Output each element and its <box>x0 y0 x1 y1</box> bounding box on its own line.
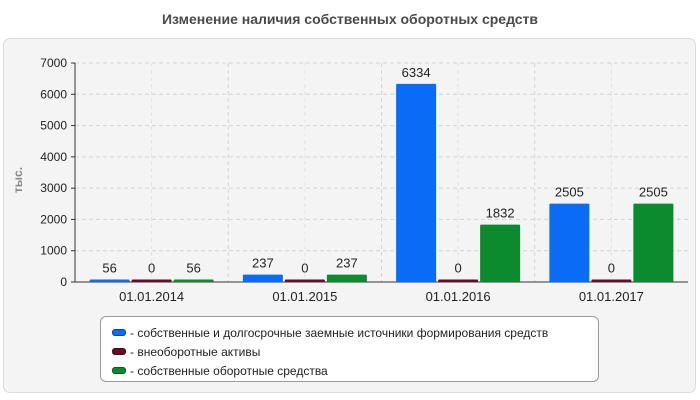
bar-value-label: 0 <box>608 261 615 276</box>
legend-label: - внеоборотные активы <box>130 344 261 359</box>
y-tick-label: 0 <box>60 275 67 289</box>
bar[interactable] <box>591 279 632 283</box>
y-axis-label: тыс. <box>11 166 26 194</box>
bar-value-label: 56 <box>186 261 200 276</box>
bar[interactable] <box>480 224 521 282</box>
legend-swatch <box>112 348 126 355</box>
bar-value-label: 6334 <box>402 65 431 80</box>
y-tick-label: 7000 <box>40 56 67 70</box>
bar[interactable] <box>549 203 590 282</box>
bar-value-label: 0 <box>148 261 155 276</box>
x-tick-label: 01.01.2017 <box>579 289 644 304</box>
bar-value-label: 56 <box>102 261 116 276</box>
legend-item-sources[interactable]: - собственные и долгосрочные заемные ист… <box>112 323 598 342</box>
bar[interactable] <box>242 274 283 282</box>
y-tick-label: 1000 <box>40 244 67 258</box>
y-tick-label: 6000 <box>40 87 67 101</box>
bar[interactable] <box>633 203 674 282</box>
x-tick-label: 01.01.2016 <box>426 289 491 304</box>
bar-value-label: 2505 <box>555 185 584 200</box>
y-tick-label: 4000 <box>40 150 67 164</box>
bar-value-label: 0 <box>301 261 308 276</box>
y-tick-label: 3000 <box>40 181 67 195</box>
bar-value-label: 237 <box>336 256 358 271</box>
bar-value-label: 2505 <box>639 185 668 200</box>
x-tick-label: 01.01.2015 <box>272 289 337 304</box>
y-tick-label: 2000 <box>40 212 67 226</box>
bar[interactable] <box>396 83 437 282</box>
bar[interactable] <box>89 279 130 283</box>
bar[interactable] <box>173 279 214 283</box>
legend-item-noncurrent-assets[interactable]: - внеоборотные активы <box>112 342 598 361</box>
bar-value-label: 0 <box>455 261 462 276</box>
legend-swatch <box>112 329 126 336</box>
chart-title: Изменение наличия собственных оборотных … <box>161 11 539 27</box>
y-tick-label: 5000 <box>40 119 67 133</box>
plot-area <box>75 63 688 282</box>
bar[interactable] <box>131 279 172 283</box>
legend-label: - собственные оборотные средства <box>130 363 328 378</box>
legend-item-working-capital[interactable]: - собственные оборотные средства <box>112 361 598 380</box>
bar[interactable] <box>438 279 479 283</box>
bar-value-label: 237 <box>252 256 274 271</box>
x-tick-label: 01.01.2014 <box>119 289 184 304</box>
legend-swatch <box>112 367 126 374</box>
bar-value-label: 1832 <box>486 206 515 221</box>
bar[interactable] <box>326 274 367 282</box>
bar[interactable] <box>284 279 325 283</box>
legend-label: - собственные и долгосрочные заемные ист… <box>130 325 549 340</box>
legend: - собственные и долгосрочные заемные ист… <box>100 316 599 382</box>
